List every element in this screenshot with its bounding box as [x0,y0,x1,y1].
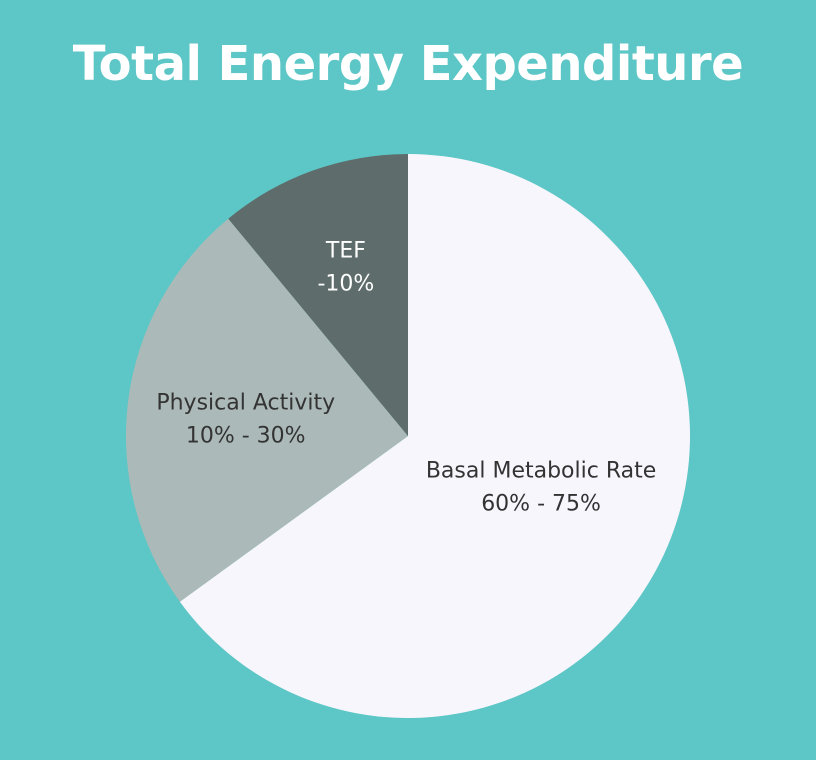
slice-label: TEF [325,239,366,264]
slice-value-label: 10% - 30% [186,424,306,449]
slice-value-label: 60% - 75% [481,492,601,517]
slice-label: Basal Metabolic Rate [426,459,656,484]
chart-title: Total Energy Expenditure [72,36,744,92]
pie-slice [179,154,691,719]
slice-value-label: -10% [317,272,374,297]
pie-slice [126,218,408,602]
slice-label: Physical Activity [156,391,335,416]
pie-slice [228,154,408,436]
